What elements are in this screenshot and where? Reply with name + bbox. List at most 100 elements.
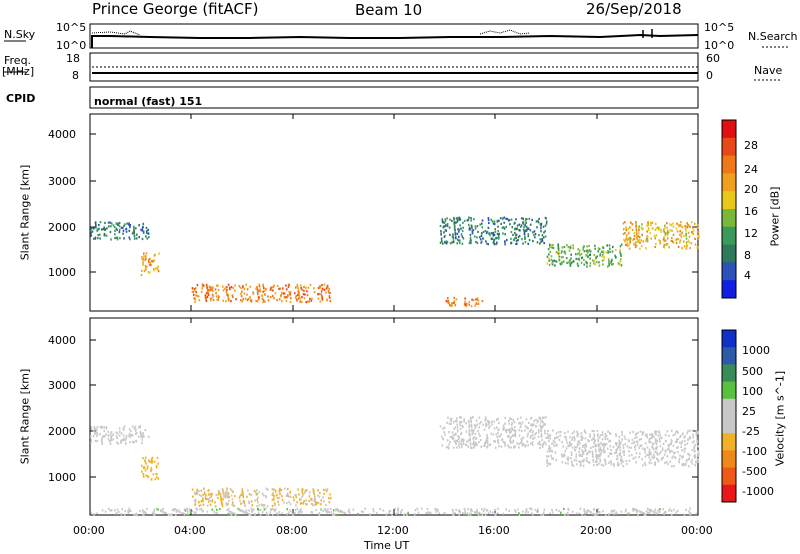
heatmap-cell: [206, 498, 208, 501]
heatmap-cell: [599, 446, 602, 449]
heatmap-cell: [206, 284, 208, 287]
heatmap-cell: [486, 440, 489, 443]
heatmap-cell: [514, 231, 516, 235]
heatmap-cell: [318, 495, 321, 498]
heatmap-cell: [674, 451, 676, 454]
heatmap-cell: [325, 509, 328, 513]
heatmap-cell: [468, 303, 471, 306]
heatmap-cell: [610, 511, 613, 514]
heatmap-cell: [687, 452, 689, 455]
heatmap-cell: [305, 286, 307, 289]
heatmap-cell: [657, 434, 659, 437]
heatmap-cell: [434, 508, 436, 511]
heatmap-cell: [584, 430, 586, 433]
heatmap-cell: [272, 289, 274, 292]
heatmap-cell: [514, 509, 516, 512]
heatmap-cell: [484, 419, 486, 422]
heatmap-cell: [232, 295, 234, 299]
heatmap-cell: [302, 293, 305, 296]
heatmap-cell: [273, 510, 276, 513]
heatmap-cell: [675, 241, 678, 245]
heatmap-cell: [513, 446, 515, 449]
heatmap-cell: [624, 240, 626, 243]
heatmap-cell: [664, 224, 666, 227]
heatmap-cell: [243, 287, 246, 291]
heatmap-cell: [666, 448, 669, 451]
heatmap-cell: [583, 458, 585, 461]
heatmap-cell: [539, 238, 542, 241]
heatmap-cell: [469, 236, 472, 239]
heatmap-cell: [170, 513, 173, 516]
heatmap-cell: [569, 436, 571, 439]
heatmap-cell: [497, 417, 500, 420]
heatmap-cell: [520, 217, 523, 220]
heatmap-cell: [552, 429, 554, 432]
heatmap-cell: [669, 508, 671, 511]
heatmap-cell: [388, 510, 391, 513]
heatmap-cell: [497, 428, 500, 431]
heatmap-cell: [668, 246, 670, 249]
heatmap-cell: [635, 232, 638, 235]
heatmap-cell: [641, 223, 643, 226]
heatmap-cell: [594, 443, 596, 446]
heatmap-cell: [446, 224, 449, 228]
heatmap-cell: [670, 439, 673, 442]
heatmap-cell: [571, 510, 574, 513]
heatmap-cell: [263, 504, 266, 507]
heatmap-cell: [321, 284, 323, 287]
heatmap-cell: [279, 287, 281, 290]
heatmap-cell: [194, 300, 196, 304]
heatmap-cell: [583, 508, 585, 511]
heatmap-cell: [592, 512, 594, 515]
heatmap-cell: [555, 459, 557, 462]
power-ytick-3000: 3000: [48, 175, 76, 188]
heatmap-cell: [667, 462, 669, 466]
heatmap-cell: [263, 287, 265, 290]
heatmap-cell: [320, 290, 323, 293]
heatmap-cell: [242, 284, 244, 288]
heatmap-cell: [444, 512, 446, 515]
heatmap-cell: [648, 456, 650, 459]
heatmap-cell: [652, 435, 655, 439]
heatmap-cell: [305, 503, 307, 506]
heatmap-cell: [511, 428, 514, 431]
heatmap-cell: [145, 230, 148, 233]
heatmap-cell: [574, 446, 576, 449]
heatmap-cell: [689, 511, 692, 515]
heatmap-cell: [561, 262, 563, 265]
heatmap-cell: [644, 455, 647, 458]
heatmap-cell: [688, 512, 691, 515]
heatmap-cell: [123, 439, 125, 442]
heatmap-cell: [567, 462, 569, 465]
heatmap-cell: [456, 423, 458, 426]
heatmap-cell: [240, 509, 243, 512]
heatmap-cell: [136, 514, 138, 517]
heatmap-cell: [492, 433, 495, 436]
heatmap-cell: [138, 236, 140, 239]
heatmap-cell: [601, 246, 604, 249]
heatmap-cell: [508, 422, 510, 425]
heatmap-cell: [666, 455, 669, 458]
heatmap-cell: [199, 508, 201, 511]
heatmap-cell: [406, 513, 408, 516]
heatmap-cell: [312, 487, 314, 490]
heatmap-cell: [303, 491, 306, 494]
heatmap-cell: [551, 442, 554, 445]
heatmap-cell: [645, 434, 647, 437]
heatmap-cell: [589, 510, 591, 514]
heatmap-cell: [586, 249, 589, 252]
heatmap-cell: [484, 229, 487, 233]
heatmap-cell: [473, 235, 476, 238]
heatmap-cell: [297, 488, 299, 491]
heatmap-cell: [619, 253, 622, 256]
heatmap-cell: [481, 232, 483, 235]
heatmap-cell: [449, 440, 451, 443]
heatmap-cell: [207, 293, 210, 296]
heatmap-cell: [289, 509, 291, 512]
heatmap-cell: [116, 238, 119, 241]
heatmap-cell: [602, 443, 605, 446]
heatmap-cell: [509, 223, 511, 226]
heatmap-cell: [686, 442, 689, 445]
heatmap-cell: [538, 431, 540, 434]
heatmap-cell: [541, 445, 544, 448]
